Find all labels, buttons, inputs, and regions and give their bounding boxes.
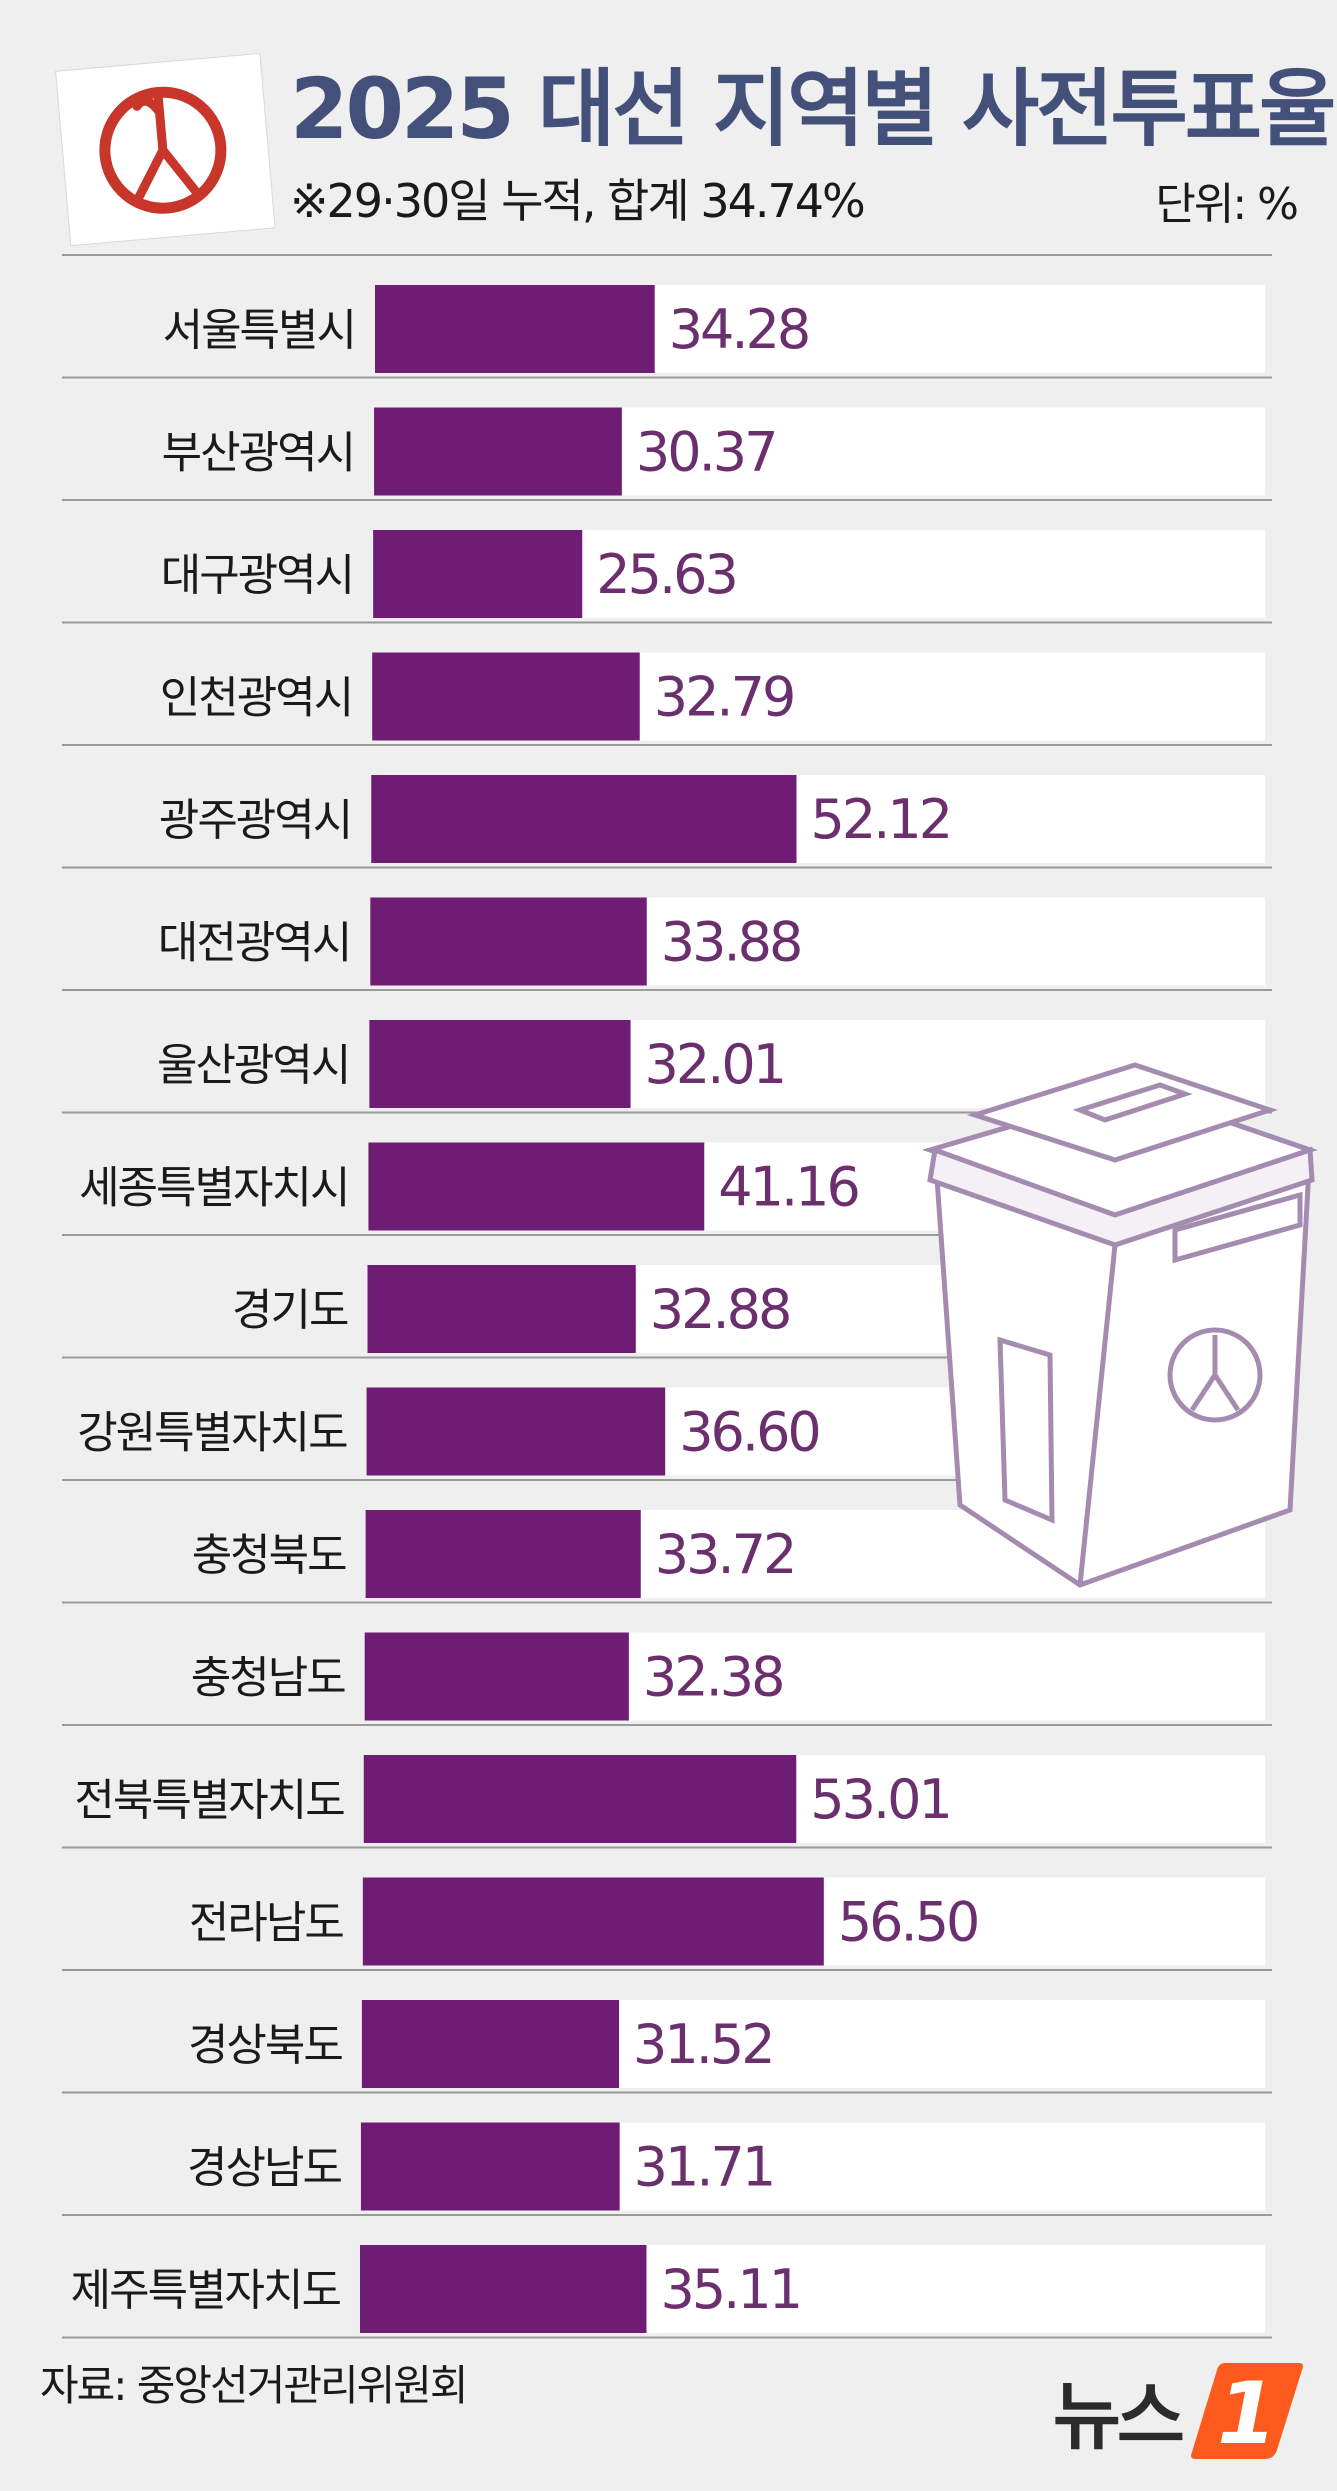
category-label: 세종특별자치시 [79,1163,348,1214]
bar [374,407,622,496]
category-label: 경기도 [232,1285,348,1336]
ballot-box-illustration [921,1062,1318,1588]
data-label: 32.88 [650,1278,790,1341]
data-label: 56.50 [838,1891,978,1954]
category-label: 제주특별자치도 [71,2265,341,2316]
data-label: 36.60 [679,1401,819,1464]
logo-text: 뉴스 [1052,2373,1185,2460]
data-label: 35.11 [660,2258,800,2321]
bar [372,652,640,741]
bar [367,1265,636,1353]
category-label: 전라남도 [189,1898,343,1949]
logo-badge-icon: 1 [1191,2363,1303,2464]
bar [365,1510,641,1598]
category-label: 대전광역시 [158,918,350,969]
data-label: 53.01 [810,1768,950,1831]
data-label: 32.38 [643,1646,783,1709]
chart-subtitle: ※29·30일 누적, 합계 34.74% [290,174,866,228]
data-label: 31.71 [634,2136,774,2199]
category-label: 대구광역시 [161,550,353,601]
category-label: 경상남도 [187,2143,341,2194]
category-label: 부산광역시 [162,428,354,479]
data-label: 25.63 [596,543,736,606]
data-label: 33.72 [655,1523,795,1586]
chart-title: 2025 대선 지역별 사전투표율 [290,60,1336,158]
bar [371,775,797,863]
news1-logo: 뉴스 1 [1053,2355,1307,2465]
bar [373,530,583,618]
data-label: 33.88 [661,911,801,974]
data-label: 41.16 [718,1156,858,1219]
logo-badge-number: 1 [1217,2364,1277,2464]
bar [370,897,647,986]
bar [375,285,655,373]
bar [360,2122,620,2211]
category-label: 강원특별자치도 [77,1408,347,1459]
data-label: 34.28 [669,298,809,361]
category-label: 서울특별시 [163,305,355,356]
bar [366,1387,666,1476]
category-label: 울산광역시 [157,1040,349,1091]
bar [368,1142,705,1231]
bar [363,1755,797,1843]
category-label: 광주광역시 [159,795,351,846]
category-label: 인천광역시 [160,673,352,724]
ballot-stamp-icon [55,52,276,247]
category-label: 전북특별자치도 [74,1775,344,1826]
category-label: 충청남도 [191,1653,345,1704]
bar [360,2245,647,2333]
category-label: 경상북도 [188,2020,342,2071]
unit-label: 단위: % [1155,179,1299,230]
data-label: 30.37 [636,421,776,484]
bar [369,1020,631,1108]
bar [362,1877,824,1966]
bar [364,1632,629,1721]
source-note: 자료: 중앙선거관리위원회 [40,2361,469,2410]
data-label: 32.79 [654,666,794,729]
bar [361,2000,620,2088]
data-label: 31.52 [633,2013,773,2076]
data-label: 52.12 [811,788,951,851]
data-label: 32.01 [645,1033,785,1096]
category-label: 충청북도 [192,1530,346,1581]
